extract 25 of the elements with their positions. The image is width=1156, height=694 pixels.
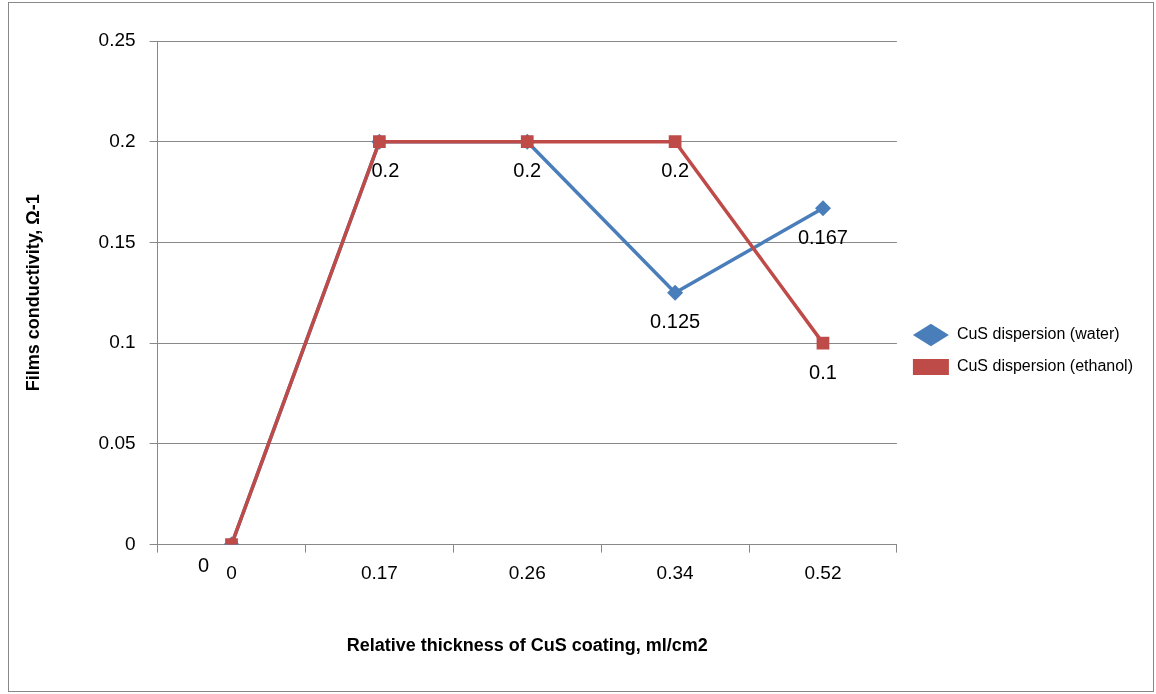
x-tick-label: 0.52 [804, 562, 842, 584]
y-tick-label: 0.2 [109, 129, 136, 151]
x-tick-label: 0.34 [656, 562, 695, 584]
y-tick-label: 0.05 [98, 432, 136, 454]
data-label: 0.125 [650, 310, 701, 333]
x-tick-label: 0 [226, 562, 237, 584]
point [814, 200, 831, 217]
legend-label: CuS dispersion (ethanol) [956, 357, 1133, 375]
y-tick-label: 0.25 [98, 29, 136, 51]
y-tick-label: 0.15 [98, 230, 136, 252]
data-label: 0.167 [797, 225, 848, 248]
data-label: 0.2 [661, 159, 690, 182]
point [668, 135, 682, 149]
y-axis-title: Films conductivity, Ω-1 [22, 194, 43, 392]
legend-label: CuS dispersion (water) [956, 325, 1120, 343]
data-label: 0.2 [513, 159, 542, 182]
data-label: 0.2 [371, 159, 400, 182]
x-axis-title: Relative thickness of CuS coating, ml/cm2 [346, 635, 708, 656]
y-tick-label: 0.1 [109, 331, 136, 353]
data-label: 0.1 [809, 360, 837, 383]
point [667, 284, 684, 301]
point [816, 336, 830, 350]
x-tick-label: 0.26 [508, 562, 546, 584]
x-tick-label: 0.17 [360, 562, 398, 584]
y-tick-label: 0 [125, 532, 136, 554]
